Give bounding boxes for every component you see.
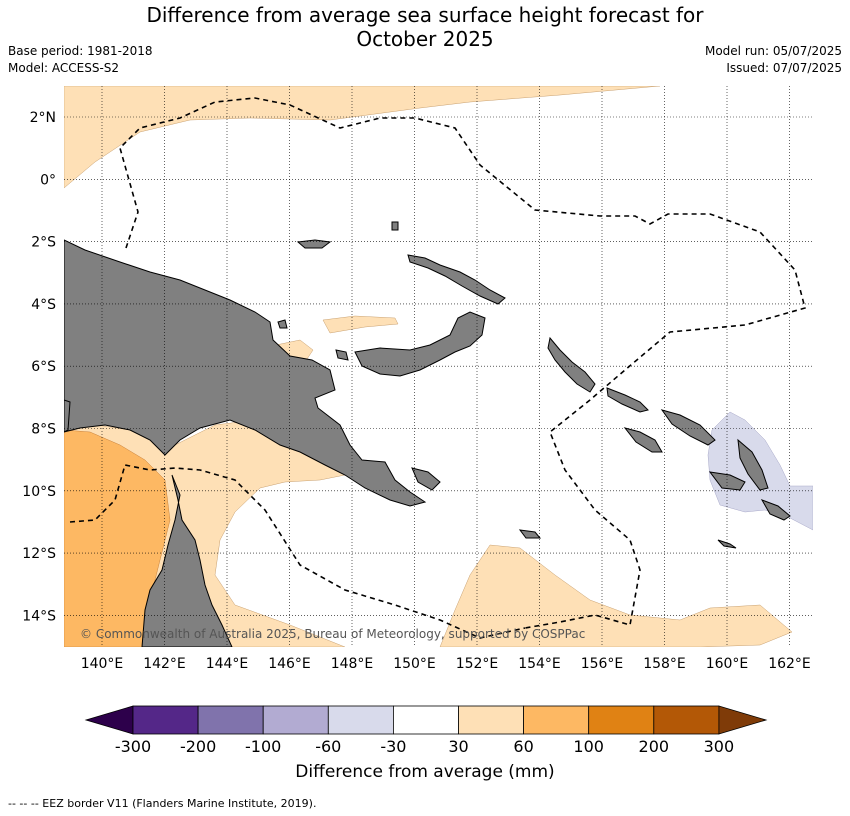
colorbar-bin (523, 705, 590, 735)
land-new-guinea (64, 239, 427, 507)
land-new-ireland (407, 254, 506, 305)
land-bougainville (547, 336, 596, 393)
latitude-label: 10°S (22, 484, 56, 500)
colorbar: -300 -200 -100 -60 -30 30 60 100 200 300 (84, 705, 768, 756)
land-gulf-west (64, 399, 71, 433)
colorbar-tick-label: 200 (639, 737, 670, 756)
base-period: Base period: 1981-2018 (8, 44, 153, 58)
latitude-label: 12°S (22, 546, 56, 562)
eez-borders (69, 97, 806, 639)
meta-left: Base period: 1981-2018 Model: ACCESS-S2 (8, 43, 153, 77)
land-manus (296, 239, 332, 249)
longitude-label: 154°E (518, 656, 561, 672)
copyright-notice: © Commonwealth of Australia 2025, Bureau… (80, 627, 585, 641)
colorbar-tick-label: -200 (180, 737, 216, 756)
land-solomons-1 (606, 387, 649, 413)
map-area: © Commonwealth of Australia 2025, Bureau… (64, 86, 813, 647)
colorbar-tick-label: -300 (115, 737, 151, 756)
longitude-label: 158°E (643, 656, 686, 672)
longitude-label: 140°E (81, 656, 124, 672)
latitude-label: 2°S (31, 235, 56, 251)
latitude-label: 0° (40, 172, 56, 188)
colorbar-extend-low (84, 705, 134, 735)
land-vanuatu-south (760, 499, 791, 521)
colorbar-label: Difference from average (mm) (295, 762, 555, 782)
latitude-label: 4°S (31, 297, 56, 313)
colorbar-bin (197, 705, 264, 735)
colorbar-tick-label: -60 (315, 737, 341, 756)
land-vanuatu-mid (708, 471, 746, 491)
eez-png-outer (119, 97, 806, 629)
anomaly-30-60-north (64, 86, 661, 189)
land-rossel (518, 529, 542, 539)
model-name: Model: ACCESS-S2 (8, 61, 120, 75)
land-dentrecasteaux (411, 467, 441, 491)
colorbar-bin (392, 705, 459, 735)
colorbar-tick-label: 30 (448, 737, 468, 756)
eez-png-australia (69, 464, 526, 639)
longitude-label: 142°E (143, 656, 186, 672)
latitude-label: 14°S (22, 608, 56, 624)
anomaly-60-100-west (64, 429, 171, 647)
land-small-islet (391, 221, 399, 231)
eez-footnote: -- -- -- EEZ border V11 (Flanders Marine… (8, 797, 317, 810)
latitude-label: 2°N (30, 110, 56, 126)
latitude-labels: 2°N 0° 2°S 4°S 6°S 8°S 10°S 12°S 14°S (22, 110, 56, 624)
title-line-2: October 2025 (356, 27, 494, 51)
colorbar-tick-label: 100 (573, 737, 604, 756)
longitude-labels: 140°E 142°E 144°E 146°E 148°E 150°E 152°E 154°E… (81, 656, 811, 672)
graticule (64, 86, 813, 647)
colorbar-bin (458, 705, 524, 735)
colorbar-bin (327, 705, 394, 735)
colorbar-tick-label: -100 (245, 737, 281, 756)
land-umboi (335, 349, 349, 361)
longitude-label: 148°E (331, 656, 374, 672)
map-title: Difference from average sea surface heig… (0, 3, 850, 51)
longitude-label: 144°E (206, 656, 249, 672)
land-solomons-2 (660, 409, 716, 446)
land-santa-cruz (717, 539, 737, 549)
model-run: Model run: 05/07/2025 (704, 44, 842, 58)
colorbar-bin (653, 705, 720, 735)
longitude-label: 150°E (393, 656, 436, 672)
longitude-label: 152°E (456, 656, 499, 672)
colorbar-extend-high (718, 705, 768, 735)
title-line-1: Difference from average sea surface heig… (146, 3, 704, 27)
latitude-label: 8°S (31, 422, 56, 438)
longitude-label: 146°E (268, 656, 311, 672)
anomaly-30-60-southeast (439, 544, 793, 647)
issued-date: Issued: 07/07/2025 (726, 61, 842, 75)
colorbar-bin (588, 705, 655, 735)
land-solomons-3 (623, 427, 663, 453)
colorbar-bin (132, 705, 199, 735)
longitude-label: 160°E (706, 656, 749, 672)
land-new-britain (354, 311, 486, 377)
longitude-label: 156°E (581, 656, 624, 672)
colorbar-tick-label: 300 (704, 737, 735, 756)
land-cape-york (141, 474, 233, 647)
land-vanuatu-north (737, 438, 769, 491)
colorbar-tick-label: 60 (513, 737, 533, 756)
colorbar-tick-label: -30 (380, 737, 406, 756)
anomaly-patch-bismarck (322, 315, 399, 334)
meta-right: Model run: 05/07/2025 Issued: 07/07/2025 (705, 43, 842, 77)
longitude-label: 162°E (768, 656, 811, 672)
land-karkar (277, 319, 288, 329)
colorbar-bin (262, 705, 329, 735)
latitude-label: 6°S (31, 359, 56, 375)
